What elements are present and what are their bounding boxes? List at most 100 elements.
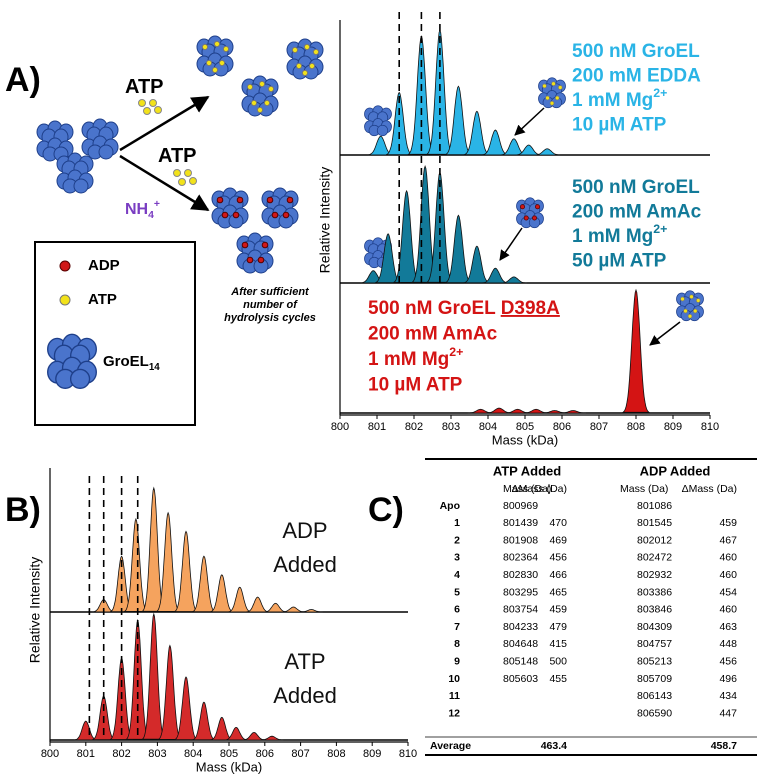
table-cell: 805148 [503,655,538,667]
legend-label: ADP [88,257,120,274]
table-row-label: 5 [454,586,460,598]
table-cell: 806590 [637,707,672,719]
annotation-sup: 2+ [653,86,667,100]
table-row-label: 10 [448,673,460,685]
panel-label: B) [5,491,41,529]
annotation-main: 500 nM GroEL [572,177,700,198]
legend-label-main: ADP [88,257,120,274]
peak [425,28,454,155]
table-row-label: 6 [454,604,460,616]
x-tick-label: 804 [184,748,202,760]
peak [621,288,651,413]
peak [246,596,270,613]
table-cell: 456 [719,655,737,667]
table-group-header: ATP Added [493,463,561,478]
x-tick-label: 810 [399,748,417,760]
table-average: 458.7 [711,740,737,752]
arrow-label-sup: + [154,199,160,210]
table-cell: 801908 [503,534,538,546]
table-cell: 496 [719,673,737,685]
x-tick-label: 806 [553,421,571,433]
table-cell: 801086 [637,500,672,512]
legend-label-main: ATP [88,291,117,308]
peak [534,148,561,156]
table-cell: 460 [719,604,737,616]
peak [74,720,98,741]
peak [463,245,490,284]
annotation-main: 200 mM AmAc [572,202,702,223]
peak [260,735,284,741]
annotation: 10 µM ATP [572,115,667,136]
peak [122,517,149,612]
annotation-main: 200 mM EDDA [572,66,701,87]
peak [192,701,216,741]
annotation: 200 mM AmAc [368,324,498,345]
table-cell: 455 [549,673,567,685]
annotation-main: 1 mM Mg [368,349,449,370]
x-tick-label: 809 [363,748,381,760]
table-cell: 801545 [637,517,672,529]
caption: number of [243,299,298,311]
table-row-label: 12 [448,707,460,719]
panel-label: A) [5,61,41,99]
annotation: 200 mM EDDA [572,66,701,87]
annotation-main: 10 µM ATP [572,115,667,136]
panel-label: C) [368,491,404,529]
table-cell: 805709 [637,673,672,685]
x-tick-label: 809 [664,421,682,433]
peak [445,214,472,283]
table-cell: 465 [549,586,567,598]
table-subheader: ΔMass (Da) [512,483,567,495]
annotation-main: Added [273,683,337,708]
annotation: 500 nM GroEL D398A [368,298,560,319]
peak [192,555,216,613]
table-cell: 804648 [503,638,538,650]
table-cell: 466 [549,569,567,581]
peak [141,612,167,740]
table-cell: 448 [719,638,737,650]
peak [242,731,266,741]
table-subheader: Mass (Da) [503,483,551,495]
table-cell: 802830 [503,569,538,581]
table-cell: 454 [719,586,737,598]
table-cell: 415 [549,638,567,650]
annotation-main: 50 µM ATP [572,251,667,272]
annotation-sup: 2+ [653,222,667,236]
y-axis-label: Relative Intensity [27,557,43,664]
annotation: 1 mM Mg2+ [572,222,667,247]
table-cell: 804233 [503,621,538,633]
annotation-sup: 2+ [449,345,463,359]
table-cell: 500 [549,655,567,667]
arrow-label: NH4+ [125,199,160,221]
x-tick-label: 805 [220,748,238,760]
table-cell: 802932 [637,569,672,581]
table-cell: 804309 [637,621,672,633]
arrow-label: ATP [158,145,197,167]
table-subheader: Mass (Da) [620,483,668,495]
annotation: Added [273,552,337,577]
table-cell: 459 [719,517,737,529]
annotation: ADP [282,518,327,543]
table-row-label: 9 [454,655,460,667]
table-cell: 802364 [503,552,538,564]
x-tick-label: 800 [41,748,59,760]
arrow-label: ATP [125,76,164,98]
x-tick-label: 808 [327,748,345,760]
annotation: Added [273,683,337,708]
diagram-art [34,36,704,426]
x-tick-label: 803 [442,421,460,433]
peak [393,189,420,283]
table-average: 463.4 [541,740,567,752]
table-cell: 460 [719,552,737,564]
x-axis-label: Mass (kDa) [492,432,558,447]
table-cell: 803754 [503,604,538,616]
table-row-label: 8 [454,638,460,650]
x-tick-label: 807 [590,421,608,433]
annotation-main: 200 mM AmAc [368,324,498,345]
table-row-label: 3 [454,552,460,564]
x-tick-label: 807 [291,748,309,760]
peak [500,276,527,284]
peak [155,511,181,612]
annotation-main: 1 mM Mg [572,226,653,247]
x-tick-label: 801 [368,421,386,433]
